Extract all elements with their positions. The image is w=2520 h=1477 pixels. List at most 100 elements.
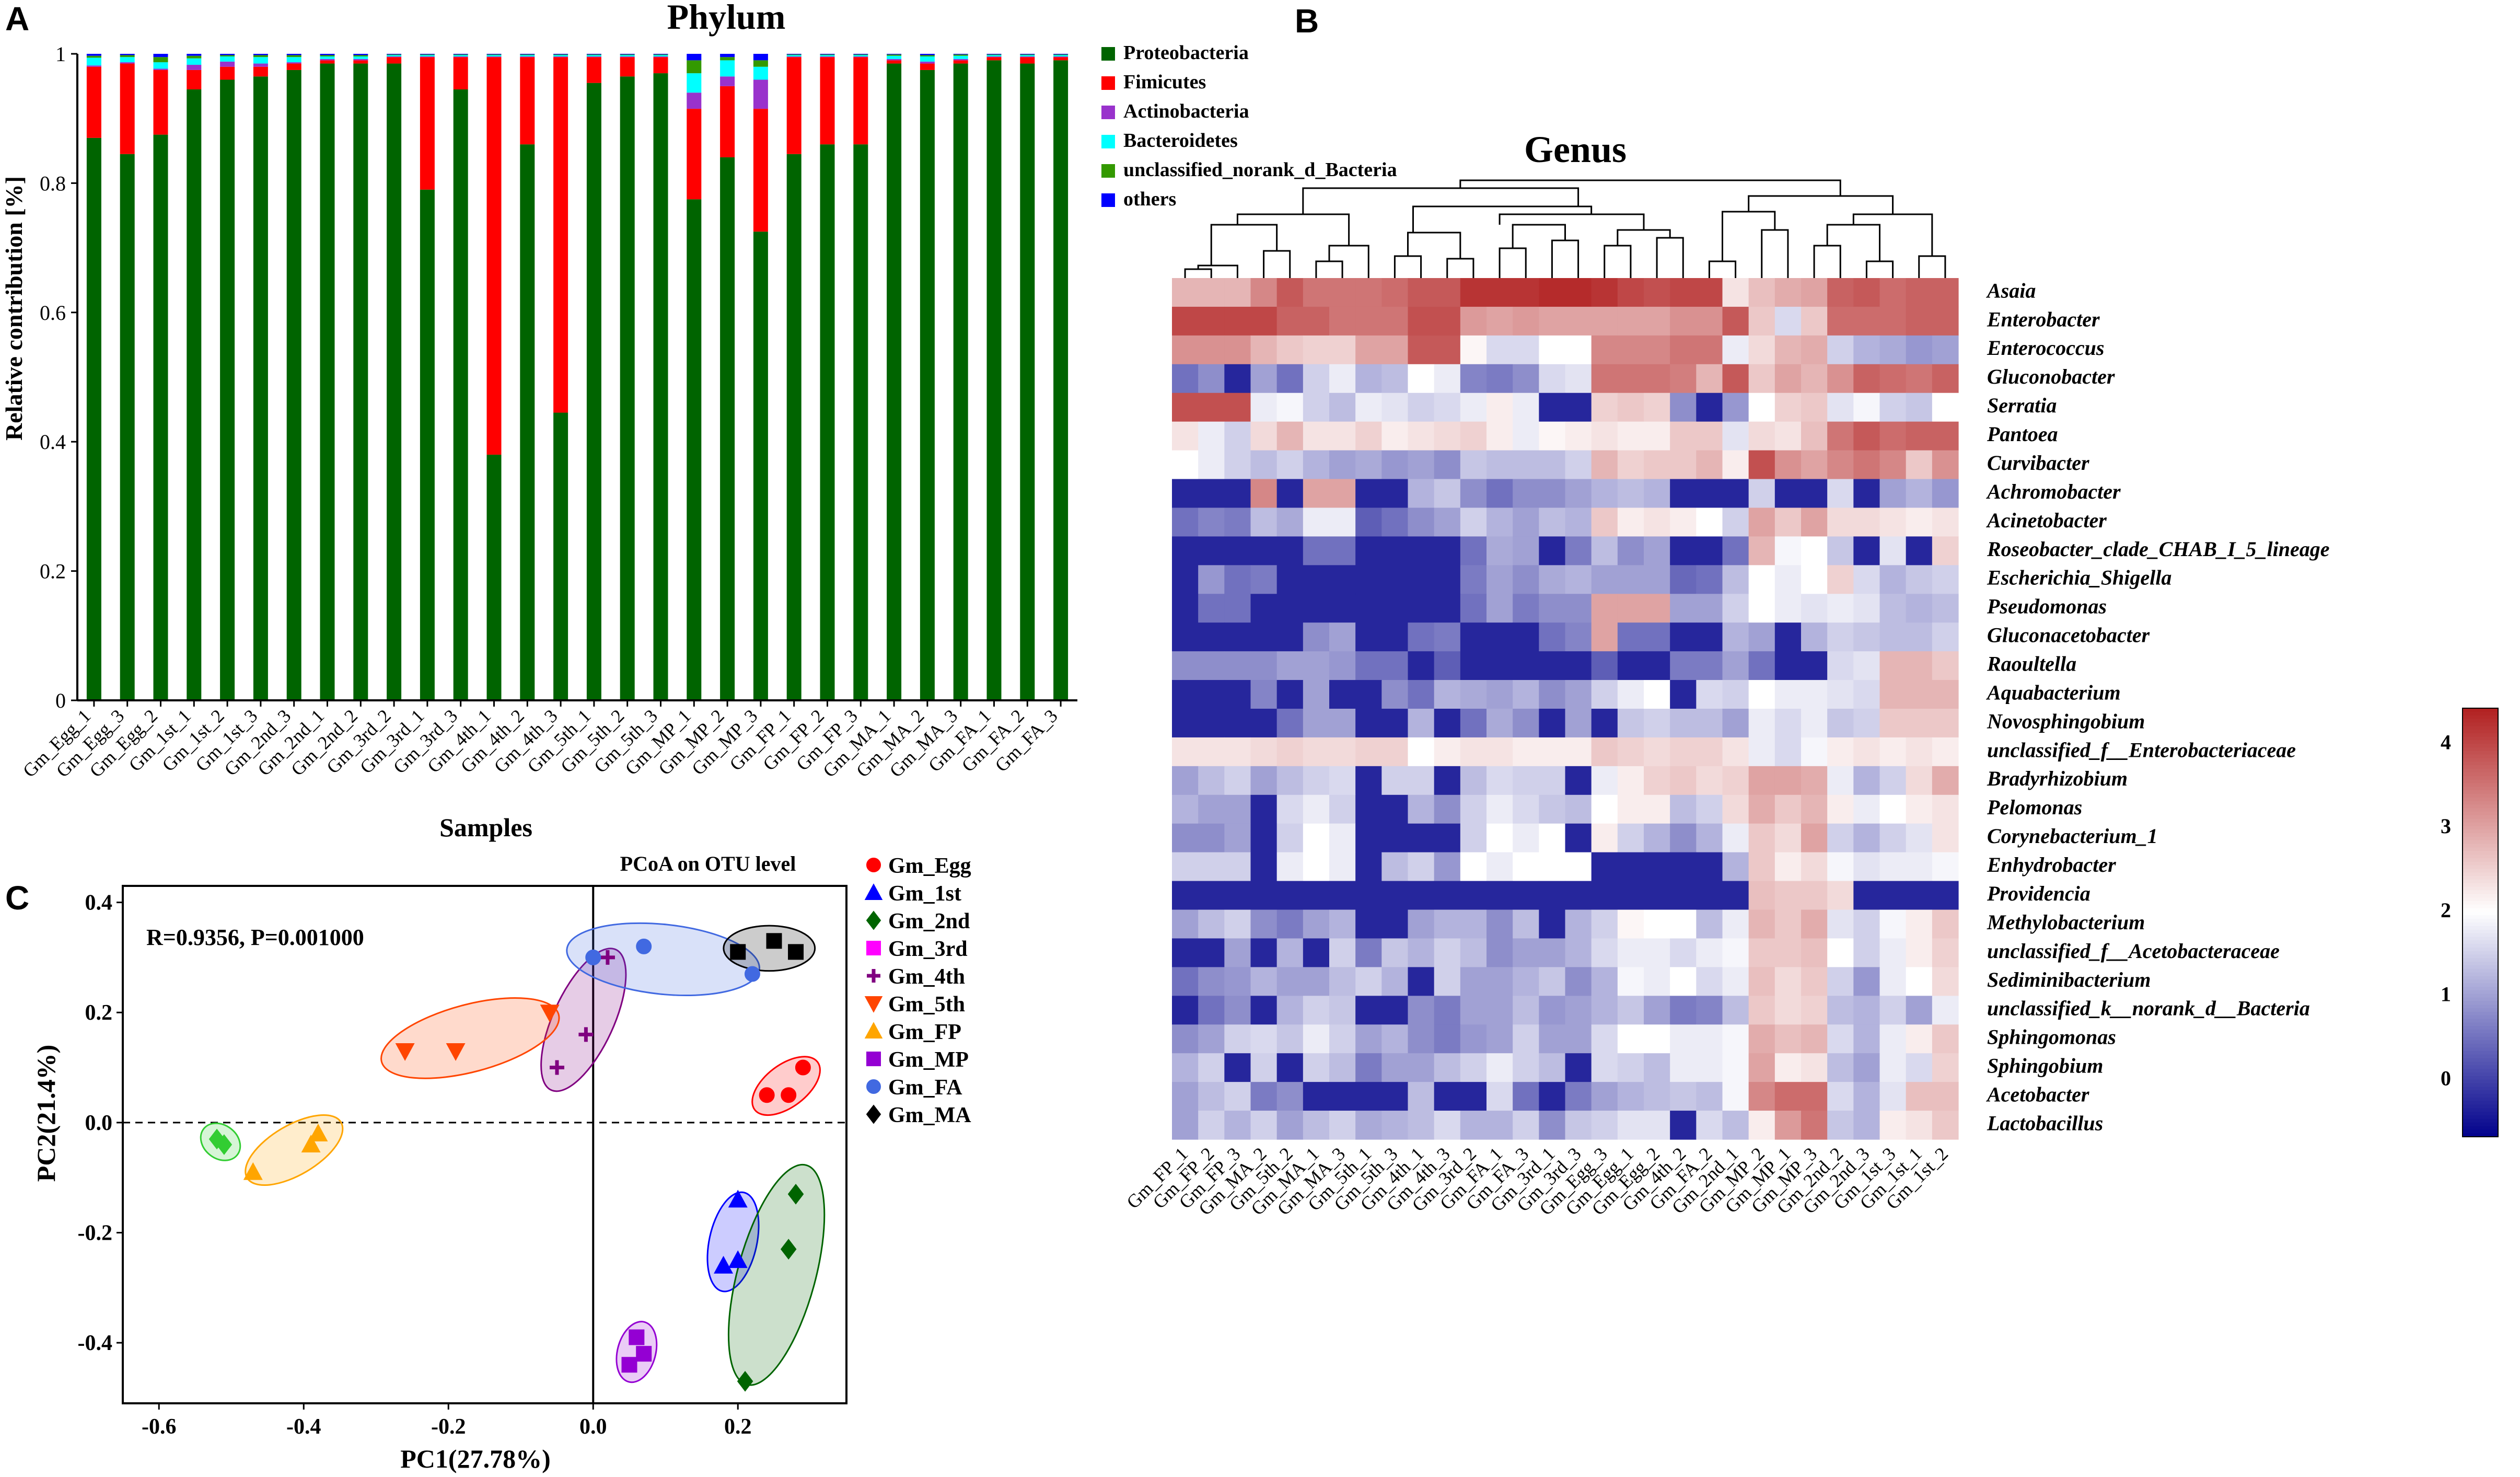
cell-Escherichia_Shigella-Gm_1st_3: [1879, 565, 1907, 594]
cell-unclassified_k__norank_d__Bacteria-Gm_5th_1: [1355, 996, 1382, 1025]
cell-Gluconobacter-Gm_FA_2: [1696, 364, 1723, 394]
cell-Novosphingobium-Gm_FA_3: [1513, 709, 1539, 738]
cell-Aquabacterium-Gm_FP_2: [1198, 680, 1225, 709]
dendrogram-branch: [1761, 229, 1789, 278]
colorbar-segment: [2463, 1104, 2498, 1109]
cell-unclassified_f__Acetobacteraceae-Gm_1st_3: [1879, 938, 1907, 967]
colorbar-segment: [2463, 1030, 2498, 1034]
cell-Pelomonas-Gm_FP_2: [1198, 794, 1225, 824]
cell-Acetobacter-Gm_2nd_3: [1853, 1082, 1880, 1111]
cell-Sediminibacterium-Gm_MA_1: [1303, 967, 1330, 996]
cell-Providencia-Gm_FA_2: [1696, 881, 1723, 910]
cell-unclassified_k__norank_d__Bacteria-Gm_MP_3: [1801, 996, 1828, 1025]
colorbar-segment: [2463, 911, 2498, 916]
cell-Pelomonas-Gm_5th_1: [1355, 794, 1382, 824]
cell-Curvibacter-Gm_FP_3: [1224, 450, 1251, 480]
cell-Gluconobacter-Gm_MP_1: [1774, 364, 1802, 394]
cell-Bradyrhizobium-Gm_Egg_3: [1591, 766, 1618, 795]
cell-Pseudomonas-Gm_FP_2: [1198, 594, 1225, 623]
cell-unclassified_f__Enterobacteriaceae-Gm_Egg_2: [1644, 737, 1670, 767]
cell-Providencia-Gm_FP_1: [1172, 881, 1199, 910]
cell-Raoultella-Gm_Egg_1: [1617, 651, 1644, 680]
cell-Gluconobacter-Gm_MP_2: [1748, 364, 1775, 394]
cell-Enhydrobacter-Gm_MA_1: [1303, 852, 1330, 882]
cell-Gluconacetobacter-Gm_2nd_3: [1853, 622, 1880, 652]
dendrogram-branch: [1210, 224, 1278, 266]
cell-Enhydrobacter-Gm_MA_3: [1329, 852, 1356, 882]
bar-Gm_MP_3-others: [753, 54, 768, 61]
cell-Lactobacillus-Gm_MP_1: [1774, 1111, 1802, 1140]
cell-Roseobacter_clade_CHAB_I_5_lineage-Gm_4th_1: [1408, 536, 1435, 566]
cell-Lactobacillus-Gm_1st_3: [1879, 1111, 1907, 1140]
cell-Roseobacter_clade_CHAB_I_5_lineage-Gm_3rd_2: [1460, 536, 1487, 566]
colorbar-segment: [2463, 1001, 2498, 1006]
legend-label-Bacteroidetes: Bacteroidetes: [1123, 130, 1238, 152]
cell-Enterococcus-Gm_FA_1: [1487, 335, 1513, 365]
cell-Enhydrobacter-Gm_1st_1: [1906, 852, 1933, 882]
cell-Aquabacterium-Gm_Egg_3: [1591, 680, 1618, 709]
cell-Escherichia_Shigella-Gm_Egg_1: [1617, 565, 1644, 594]
x-axis-label: Samples: [439, 813, 532, 842]
cell-Sphingobium-Gm_FA_1: [1487, 1053, 1513, 1082]
cell-Pantoea-Gm_1st_3: [1879, 421, 1907, 451]
cell-Providencia-Gm_2nd_3: [1853, 881, 1880, 910]
cell-Asaia-Gm_2nd_1: [1722, 278, 1749, 307]
cell-Aquabacterium-Gm_4th_1: [1408, 680, 1435, 709]
cell-Bradyrhizobium-Gm_1st_1: [1906, 766, 1933, 795]
cell-Sphingomonas-Gm_Egg_2: [1644, 1024, 1670, 1054]
cell-Corynebacterium_1-Gm_MA_3: [1329, 823, 1356, 853]
y-tick-0.8: 0.8: [40, 171, 66, 195]
cell-Curvibacter-Gm_1st_3: [1879, 450, 1907, 480]
bar-Gm_2nd_1-Proteobacteria: [320, 63, 335, 700]
bar-Gm_MA_1-unclassified_norank_d_Bacteria: [887, 54, 902, 56]
cell-Sediminibacterium-Gm_FP_3: [1224, 967, 1251, 996]
bar-Gm_1st_2-Actinobacteria: [220, 61, 235, 67]
cell-Methylobacterium-Gm_MP_2: [1748, 909, 1775, 939]
cell-Sphingomonas-Gm_MP_1: [1774, 1024, 1802, 1054]
cell-unclassified_k__norank_d__Bacteria-Gm_2nd_1: [1722, 996, 1749, 1025]
pcoa-frame: [122, 885, 847, 1404]
cell-Aquabacterium-Gm_5th_3: [1381, 680, 1409, 709]
cell-Sphingomonas-Gm_MA_3: [1329, 1024, 1356, 1054]
cell-Acetobacter-Gm_MA_3: [1329, 1082, 1356, 1111]
cell-unclassified_f__Acetobacteraceae-Gm_1st_2: [1932, 938, 1959, 967]
cell-unclassified_f__Enterobacteriaceae-Gm_1st_2: [1932, 737, 1959, 767]
cell-Pseudomonas-Gm_Egg_1: [1617, 594, 1644, 623]
cell-Pseudomonas-Gm_FA_3: [1513, 594, 1539, 623]
cell-Gluconacetobacter-Gm_2nd_2: [1827, 622, 1854, 652]
legend-label-Gm_2nd: Gm_2nd: [888, 909, 970, 933]
colorbar-segment: [2463, 919, 2498, 923]
colorbar-segment: [2463, 804, 2498, 809]
cell-Curvibacter-Gm_5th_3: [1381, 450, 1409, 480]
legend-marker-Gm_FP: [864, 1022, 883, 1038]
cell-Acetobacter-Gm_Egg_1: [1617, 1082, 1644, 1111]
cell-Achromobacter-Gm_Egg_1: [1617, 479, 1644, 509]
cell-Asaia-Gm_1st_3: [1879, 278, 1907, 307]
cell-Enhydrobacter-Gm_3rd_2: [1460, 852, 1487, 882]
colorbar-segment: [2463, 872, 2498, 877]
cell-Acinetobacter-Gm_1st_3: [1879, 507, 1907, 537]
cell-Pseudomonas-Gm_2nd_1: [1722, 594, 1749, 623]
cell-Gluconobacter-Gm_1st_1: [1906, 364, 1933, 394]
cell-Sediminibacterium-Gm_FA_3: [1513, 967, 1539, 996]
bar-Gm_FP_1-Actinobacteria: [786, 56, 802, 57]
dendrogram-branch: [1315, 260, 1343, 278]
cell-Bradyrhizobium-Gm_2nd_2: [1827, 766, 1854, 795]
cell-Enterococcus-Gm_2nd_2: [1827, 335, 1854, 365]
cell-Sediminibacterium-Gm_4th_1: [1408, 967, 1435, 996]
cell-Corynebacterium_1-Gm_MP_1: [1774, 823, 1802, 853]
cell-Sphingobium-Gm_5th_1: [1355, 1053, 1382, 1082]
cell-unclassified_f__Acetobacteraceae-Gm_MP_1: [1774, 938, 1802, 967]
cell-Corynebacterium_1-Gm_5th_3: [1381, 823, 1409, 853]
cell-Corynebacterium_1-Gm_2nd_3: [1853, 823, 1880, 853]
cell-unclassified_k__norank_d__Bacteria-Gm_3rd_1: [1539, 996, 1566, 1025]
point-Gm_1st-2: [714, 1255, 734, 1274]
cell-Novosphingobium-Gm_5th_3: [1381, 709, 1409, 738]
bar-Gm_5th_2-unclassified_norank_d_Bacteria: [620, 54, 635, 55]
bar-Gm_1st_2-unclassified_norank_d_Bacteria: [220, 55, 235, 56]
cell-Roseobacter_clade_CHAB_I_5_lineage-Gm_FP_1: [1172, 536, 1199, 566]
cell-Enhydrobacter-Gm_FP_2: [1198, 852, 1225, 882]
row-label-Pseudomonas: Pseudomonas: [1987, 595, 2107, 618]
cell-Serratia-Gm_FP_2: [1198, 393, 1225, 422]
colorbar-segment: [2463, 1079, 2498, 1084]
